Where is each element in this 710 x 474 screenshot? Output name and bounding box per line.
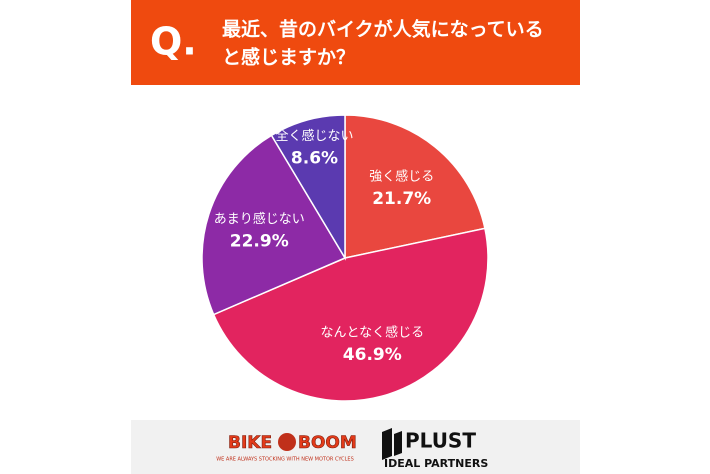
pie-slice — [344, 114, 486, 259]
slice-value-label: 22.9% — [230, 231, 289, 251]
logo-text: BOOM — [298, 433, 357, 453]
logo-subtext: IDEAL PARTNERS — [384, 457, 488, 470]
header-band — [131, 0, 580, 85]
pie-slice — [201, 134, 347, 316]
slice-category-label: 全く感じない — [275, 128, 353, 144]
pie-chart: 強く感じる 21.7% なんとなく感じる 46.9% あまり感じない 22.9% 全く感じな… — [201, 114, 489, 402]
question-line: と感じますか？ — [222, 46, 355, 69]
slice-value-label: 21.7% — [372, 189, 431, 209]
slice-value-label: 8.6% — [291, 149, 338, 169]
slice-category-label: あまり感じない — [214, 211, 305, 227]
logo-tagline: WE ARE ALWAYS STOCKING WITH NEW MOTOR CY… — [216, 457, 354, 463]
pie-slice — [270, 114, 346, 261]
slice-value-label: 46.9% — [343, 345, 402, 365]
logo-icon — [382, 428, 402, 460]
logo-text: PLUST — [405, 429, 476, 453]
footer-band — [131, 420, 580, 474]
pie-slice — [212, 227, 489, 402]
question-line: 最近、昔のバイクが人気になっている — [222, 18, 544, 41]
slice-category-label: なんとなく感じる — [320, 324, 424, 340]
logo-text: BIKE — [228, 433, 272, 453]
q-mark: Q. — [150, 20, 197, 64]
logo-icon — [278, 433, 296, 451]
slice-category-label: 強く感じる — [369, 169, 434, 185]
